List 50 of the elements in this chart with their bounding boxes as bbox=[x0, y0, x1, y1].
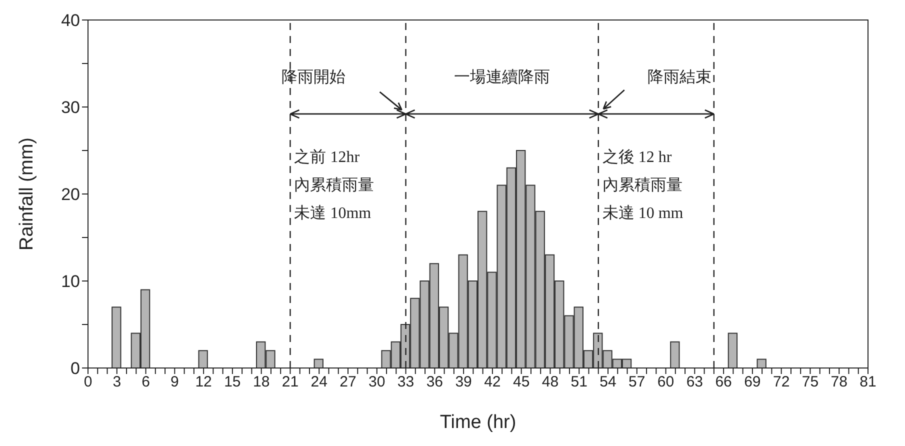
bar bbox=[112, 306, 122, 368]
x-tick-label: 72 bbox=[772, 374, 790, 391]
y-axis-title: Rainfall (mm) bbox=[16, 138, 38, 250]
x-tick-label: 42 bbox=[484, 374, 501, 391]
x-tick-label: 27 bbox=[340, 374, 356, 391]
bar bbox=[756, 358, 766, 368]
annotation: 之前 12hr bbox=[294, 148, 360, 166]
x-tick-label: 30 bbox=[368, 374, 386, 391]
y-tick-label: 10 bbox=[61, 272, 80, 292]
annotation: 內累積雨量 bbox=[602, 176, 682, 194]
x-tick-label: 12 bbox=[195, 374, 212, 391]
x-tick-label: 6 bbox=[142, 374, 150, 391]
x-tick-label: 36 bbox=[426, 374, 444, 391]
x-tick-label: 78 bbox=[830, 374, 848, 391]
annotation: 降雨結束 bbox=[647, 68, 712, 86]
y-tick-label: 40 bbox=[61, 11, 80, 30]
x-tick-label: 45 bbox=[512, 374, 530, 391]
x-tick-label: 57 bbox=[628, 374, 646, 391]
bar bbox=[728, 332, 738, 368]
x-tick-label: 3 bbox=[112, 374, 122, 391]
x-tick-label: 69 bbox=[744, 374, 761, 391]
annotation: 一場連續降雨 bbox=[454, 68, 550, 86]
x-tick-label: 9 bbox=[170, 374, 179, 391]
x-tick-label: 39 bbox=[455, 374, 472, 391]
annotation: 未達 10 mm bbox=[602, 204, 684, 222]
annotation: 之後 12 hr bbox=[602, 148, 672, 166]
x-tick-label: 75 bbox=[802, 374, 819, 391]
x-tick-label: 48 bbox=[542, 374, 559, 391]
bar bbox=[670, 341, 680, 368]
y-tick-label: 20 bbox=[61, 185, 80, 204]
bar bbox=[314, 358, 324, 368]
x-tick-label: 33 bbox=[397, 374, 414, 391]
y-tick-label: 0 bbox=[70, 359, 80, 378]
x-tick-label: 54 bbox=[600, 374, 616, 391]
x-axis-title: Time (hr) bbox=[440, 412, 516, 433]
x-tick-label: 21 bbox=[282, 374, 299, 391]
x-tick-label: 51 bbox=[570, 374, 588, 391]
x-tick-label: 0 bbox=[84, 374, 92, 391]
annotation: 未達 10mm bbox=[294, 204, 372, 222]
x-tick-label: 24 bbox=[310, 374, 328, 391]
y-tick-label: 30 bbox=[61, 98, 80, 118]
x-tick-label: 63 bbox=[686, 374, 704, 391]
annotation: 內累積雨量 bbox=[294, 176, 374, 194]
x-tick-label: 18 bbox=[252, 374, 270, 391]
x-tick-label: 60 bbox=[657, 374, 674, 391]
x-tick-label: 81 bbox=[860, 374, 876, 391]
bar bbox=[198, 350, 208, 368]
x-tick-label: 15 bbox=[224, 374, 241, 391]
annotation: 降雨開始 bbox=[281, 68, 346, 86]
x-tick-label: 66 bbox=[715, 374, 732, 391]
